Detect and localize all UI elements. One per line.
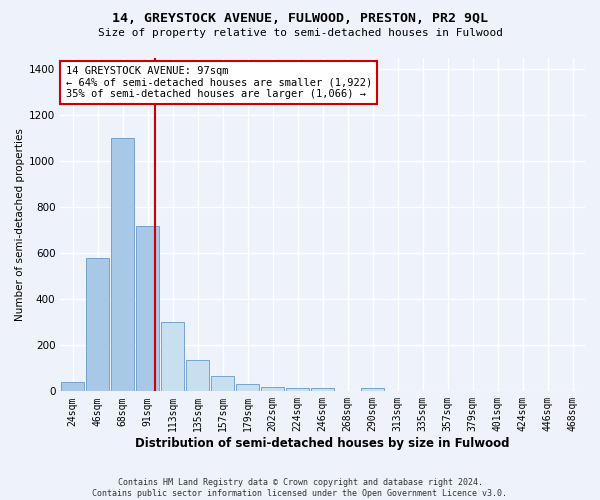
Y-axis label: Number of semi-detached properties: Number of semi-detached properties — [15, 128, 25, 321]
Bar — [311, 388, 334, 392]
Text: 14 GREYSTOCK AVENUE: 97sqm
← 64% of semi-detached houses are smaller (1,922)
35%: 14 GREYSTOCK AVENUE: 97sqm ← 64% of semi… — [65, 66, 372, 99]
Bar — [236, 384, 259, 392]
Text: Contains HM Land Registry data © Crown copyright and database right 2024.
Contai: Contains HM Land Registry data © Crown c… — [92, 478, 508, 498]
Bar — [261, 386, 284, 392]
Bar — [161, 322, 184, 392]
Bar — [86, 258, 109, 392]
Bar — [361, 388, 384, 392]
Bar — [136, 226, 159, 392]
Bar — [61, 382, 84, 392]
Bar — [186, 360, 209, 392]
Text: Size of property relative to semi-detached houses in Fulwood: Size of property relative to semi-detach… — [97, 28, 503, 38]
Bar — [211, 376, 234, 392]
Bar — [286, 388, 309, 392]
Bar — [111, 138, 134, 392]
X-axis label: Distribution of semi-detached houses by size in Fulwood: Distribution of semi-detached houses by … — [136, 437, 510, 450]
Text: 14, GREYSTOCK AVENUE, FULWOOD, PRESTON, PR2 9QL: 14, GREYSTOCK AVENUE, FULWOOD, PRESTON, … — [112, 12, 488, 26]
